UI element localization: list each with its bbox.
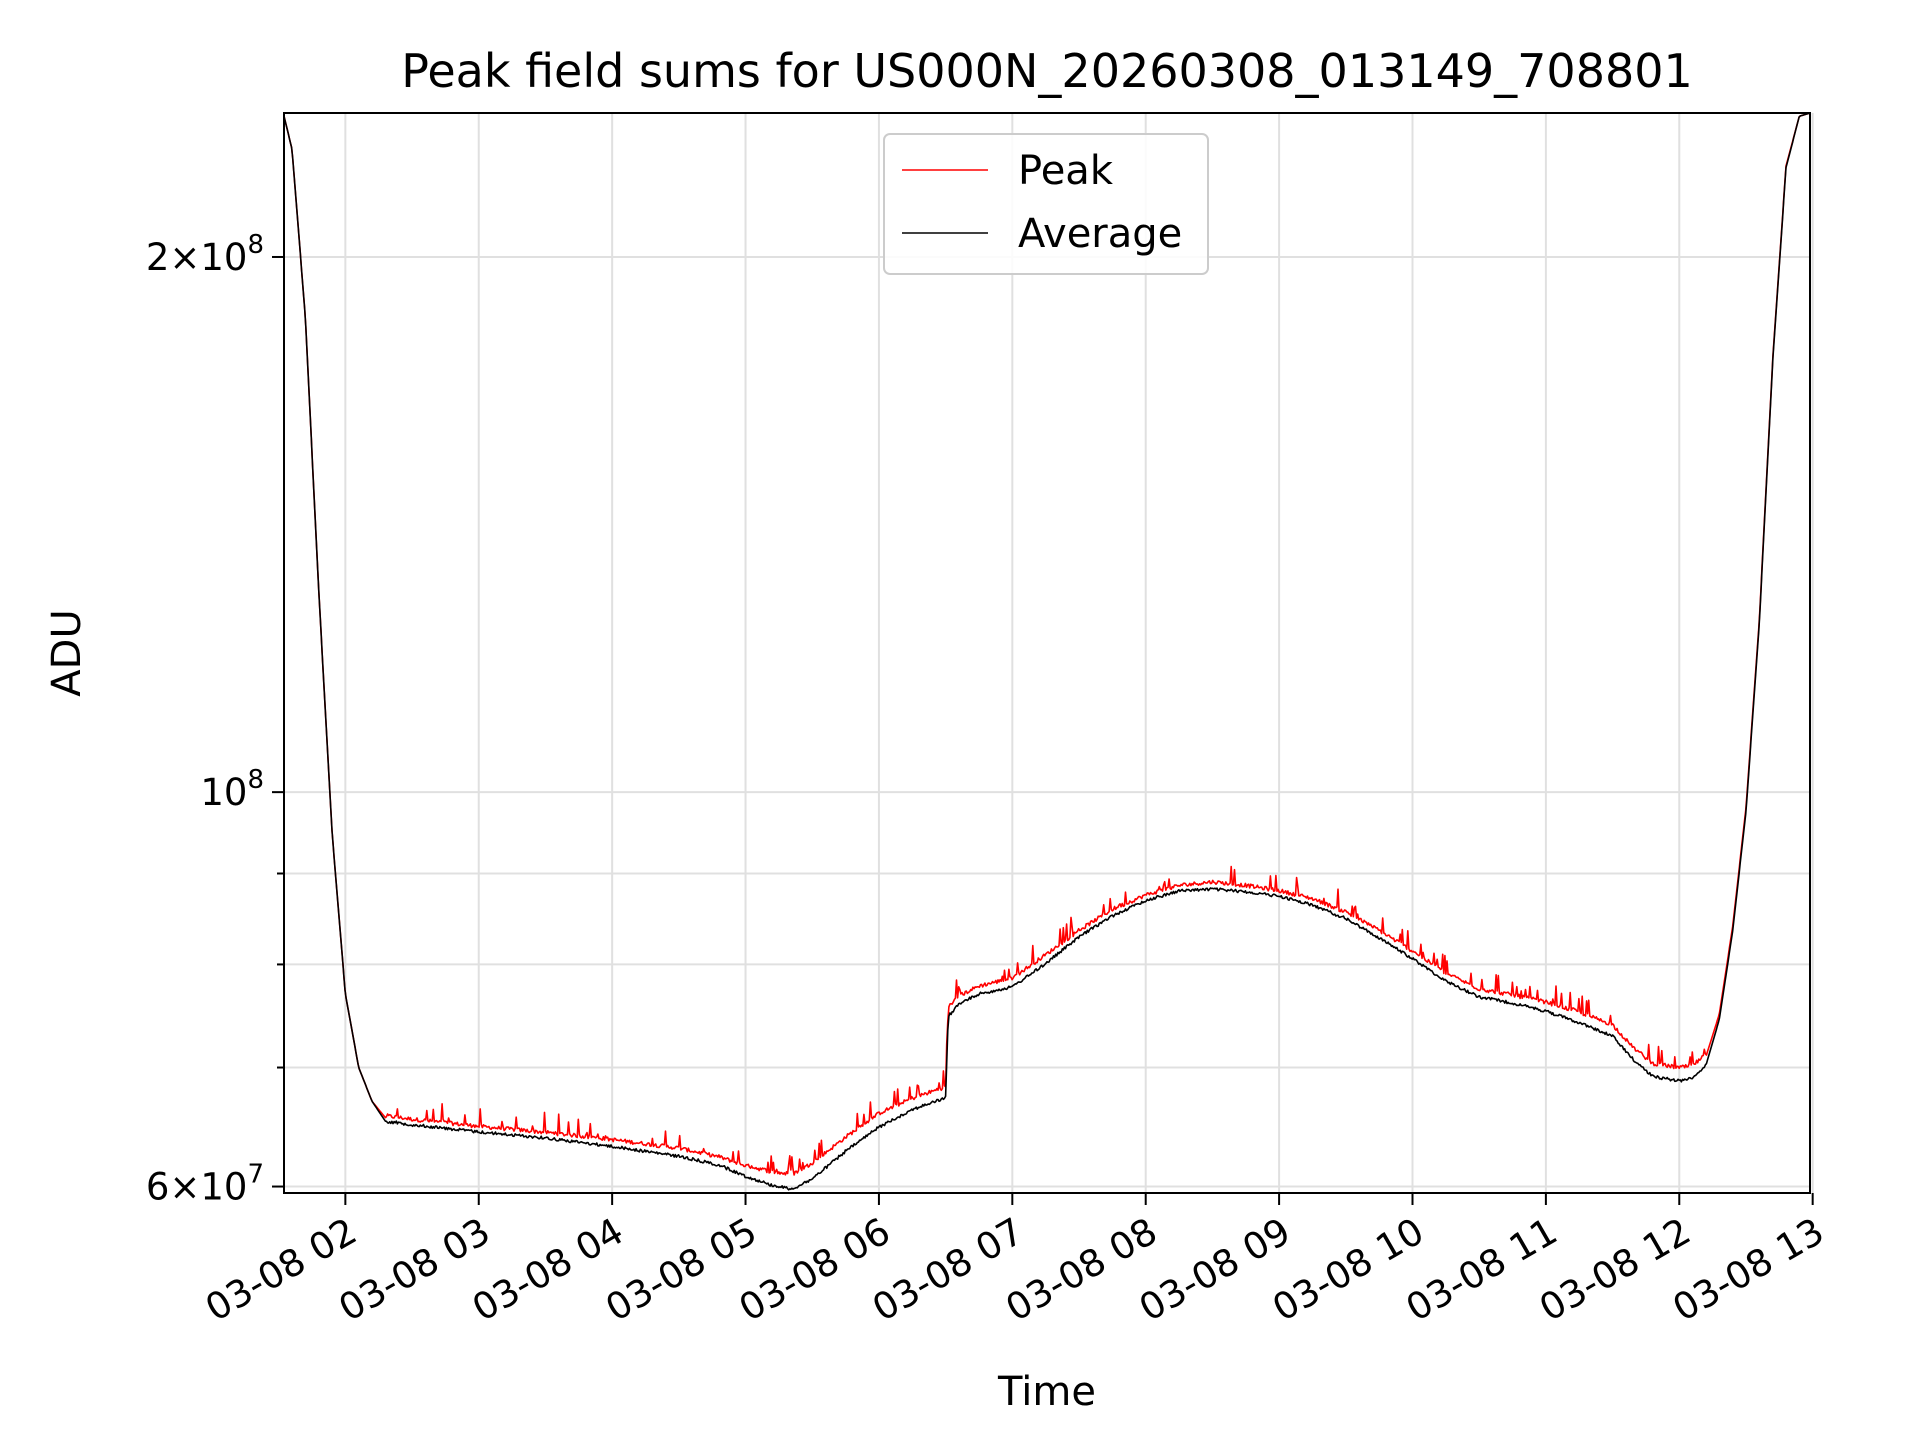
y-tick-label: 6×107 — [146, 1160, 264, 1209]
grid — [284, 113, 1814, 1193]
x-axis-label: Time — [997, 1369, 1096, 1415]
y-axis: 6×107 108 2×108 — [146, 230, 284, 1209]
plot-frame — [283, 112, 1811, 1194]
y-axis-label: ADU — [44, 609, 90, 696]
series-line-peak — [284, 113, 1810, 1176]
legend: Peak Average — [883, 133, 1209, 275]
legend-box — [883, 133, 1209, 275]
series-line-average — [284, 113, 1810, 1191]
y-tick-label: 2×108 — [146, 230, 264, 279]
chart-title: Peak field sums for US000N_20260308_0131… — [401, 44, 1693, 98]
plot-area — [284, 113, 1810, 1191]
y-tick-label: 108 — [200, 765, 264, 814]
legend-label-peak: Peak — [1018, 148, 1114, 194]
legend-label-average: Average — [1018, 211, 1182, 257]
